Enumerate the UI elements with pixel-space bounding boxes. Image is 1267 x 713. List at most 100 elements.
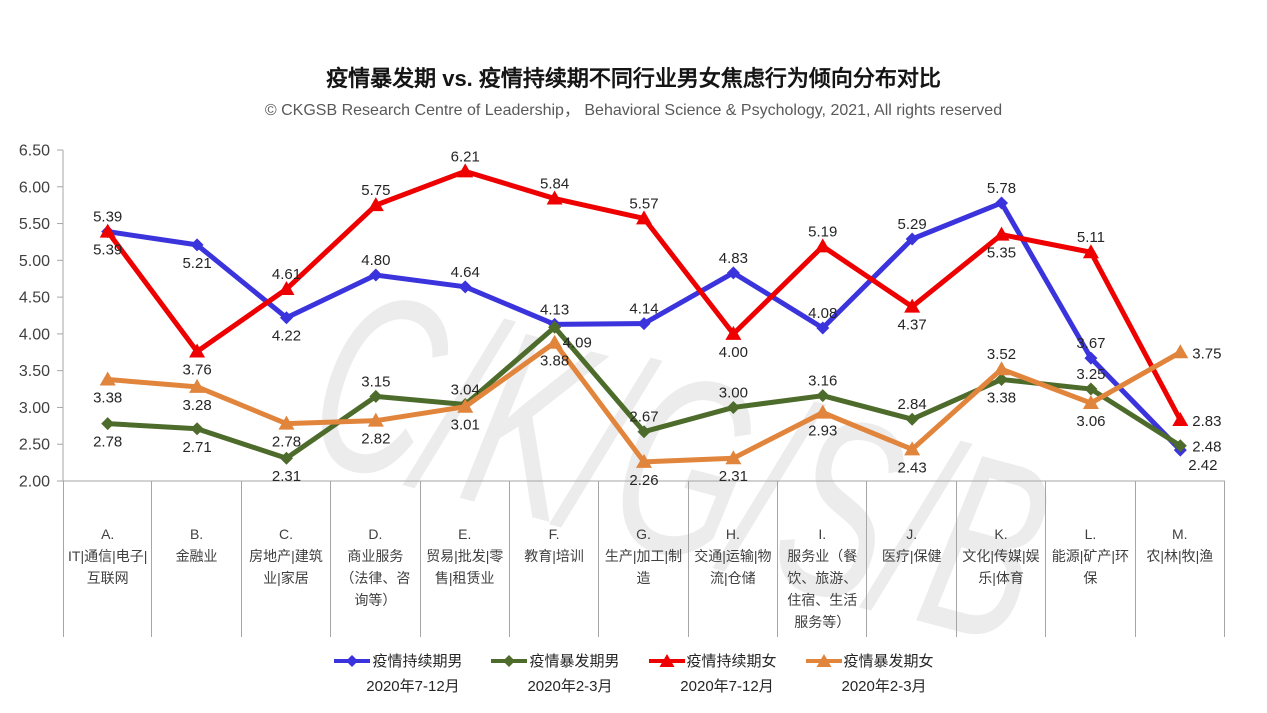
category-label: 交通|运输|物流|仓储	[694, 548, 772, 586]
data-point-marker	[816, 389, 830, 403]
data-label: 5.11	[1077, 229, 1105, 246]
category-cell: G. 生产|加工|制造	[599, 481, 689, 637]
category-letter: B.	[189, 526, 204, 542]
data-label: 5.84	[540, 176, 569, 193]
category-cell: J. 医疗|保健	[867, 481, 957, 637]
y-tick-label: 4.00	[19, 326, 50, 343]
data-label: 2.78	[93, 434, 122, 451]
category-label: 金融业	[175, 548, 218, 564]
series-line-3	[105, 340, 1183, 465]
data-label: 3.01	[451, 417, 480, 434]
data-point-marker	[995, 372, 1009, 386]
category-letter: G.	[636, 526, 651, 542]
category-label: 农|林|牧|渔	[1146, 548, 1214, 564]
series-line-1	[105, 324, 1183, 461]
data-label: 4.00	[719, 344, 748, 361]
category-letter: C.	[278, 526, 293, 542]
category-label: 商业服务（法律、咨询等）	[340, 548, 411, 608]
data-point-marker	[367, 412, 384, 427]
data-label: 4.13	[540, 301, 569, 318]
data-label: 5.29	[898, 216, 927, 233]
legend-marker-icon	[648, 653, 685, 667]
y-tick-label: 5.00	[19, 253, 50, 270]
data-point-marker	[726, 266, 740, 280]
category-letter: K.	[994, 526, 1008, 542]
category-letter: L.	[1084, 526, 1097, 542]
data-label: 4.37	[898, 317, 927, 334]
data-point-marker	[1173, 439, 1187, 453]
category-letter: M.	[1172, 526, 1188, 542]
y-tick-label: 3.50	[19, 363, 50, 380]
data-point-marker	[1172, 411, 1189, 426]
chart-subtitle: © CKGSB Research Centre of Leadership， B…	[264, 102, 1003, 119]
data-label: 2.42	[1188, 457, 1217, 474]
data-label: 3.00	[719, 384, 748, 401]
data-point-marker	[369, 268, 383, 282]
data-point-marker	[1084, 351, 1098, 365]
data-label: 2.83	[1192, 413, 1221, 430]
y-tick-label: 4.50	[19, 290, 50, 307]
data-label: 3.38	[93, 389, 122, 406]
category-cell: E. 贸易|批发|零售|租赁业	[421, 481, 510, 637]
data-label: 4.14	[629, 301, 658, 318]
data-label: 3.15	[361, 373, 390, 390]
data-label: 2.93	[808, 423, 837, 440]
data-label: 4.64	[451, 264, 480, 281]
data-label: 2.82	[361, 431, 390, 448]
category-label: 能源|矿产|环保	[1051, 548, 1130, 586]
data-point-marker	[99, 371, 116, 386]
category-letter: D.	[368, 526, 383, 542]
category-letter: I.	[818, 526, 827, 542]
category-cell: C. 房地产|建筑业|家居	[242, 481, 332, 637]
data-point-marker	[369, 389, 383, 403]
data-point-marker	[278, 281, 295, 296]
legend-item: 疫情暴发期男 2020年2-3月	[490, 648, 620, 700]
data-label: 3.25	[1076, 366, 1105, 383]
legend-series-name: 疫情暴发期男	[529, 653, 620, 670]
data-label: 2.48	[1192, 439, 1221, 456]
y-tick-label: 5.50	[19, 216, 50, 233]
data-point-marker	[726, 400, 740, 414]
category-cell: K. 文化|传媒|娱乐|体育	[957, 481, 1047, 637]
data-point-marker	[725, 450, 742, 465]
category-label: 教育|培训	[524, 548, 584, 564]
legend-marker-icon	[491, 654, 528, 667]
legend-series-name: 疫情持续期男	[372, 653, 463, 670]
data-point-marker	[1172, 344, 1189, 359]
data-point-marker	[814, 238, 831, 253]
category-label: 文化|传媒|娱乐|体育	[962, 548, 1040, 586]
legend-series-name: 疫情持续期女	[686, 653, 777, 670]
data-point-marker	[814, 404, 831, 419]
category-cell: B. 金融业	[152, 481, 242, 637]
data-label: 6.21	[451, 148, 480, 165]
data-label: 2.26	[629, 472, 658, 489]
y-tick-label: 2.00	[19, 474, 50, 491]
data-point-marker	[189, 343, 206, 358]
category-cell: H. 交通|运输|物流|仓储	[689, 481, 779, 637]
data-label: 3.67	[1076, 335, 1105, 352]
data-point-marker	[1082, 244, 1099, 259]
category-letter: F.	[548, 526, 560, 542]
y-tick-label: 6.50	[19, 143, 50, 160]
data-point-marker	[101, 417, 115, 431]
data-point-marker	[816, 321, 830, 335]
y-tick-label: 2.50	[19, 437, 50, 454]
data-point-marker	[458, 280, 472, 294]
data-point-marker	[278, 415, 295, 430]
data-label: 2.71	[182, 439, 211, 456]
legend-period: 2020年2-3月	[527, 678, 613, 695]
data-point-marker	[725, 325, 742, 340]
data-point-marker	[190, 422, 204, 436]
legend-item: 疫情持续期男 2020年7-12月	[333, 648, 462, 700]
data-point-marker	[546, 334, 563, 349]
data-label: 3.16	[808, 373, 837, 390]
category-label: 房地产|建筑业|家居	[249, 548, 323, 586]
data-point-marker	[546, 190, 563, 205]
legend-marker-icon	[334, 654, 371, 667]
data-point-marker	[637, 425, 651, 439]
data-label: 3.76	[182, 362, 211, 379]
data-label: 3.06	[1076, 413, 1105, 430]
